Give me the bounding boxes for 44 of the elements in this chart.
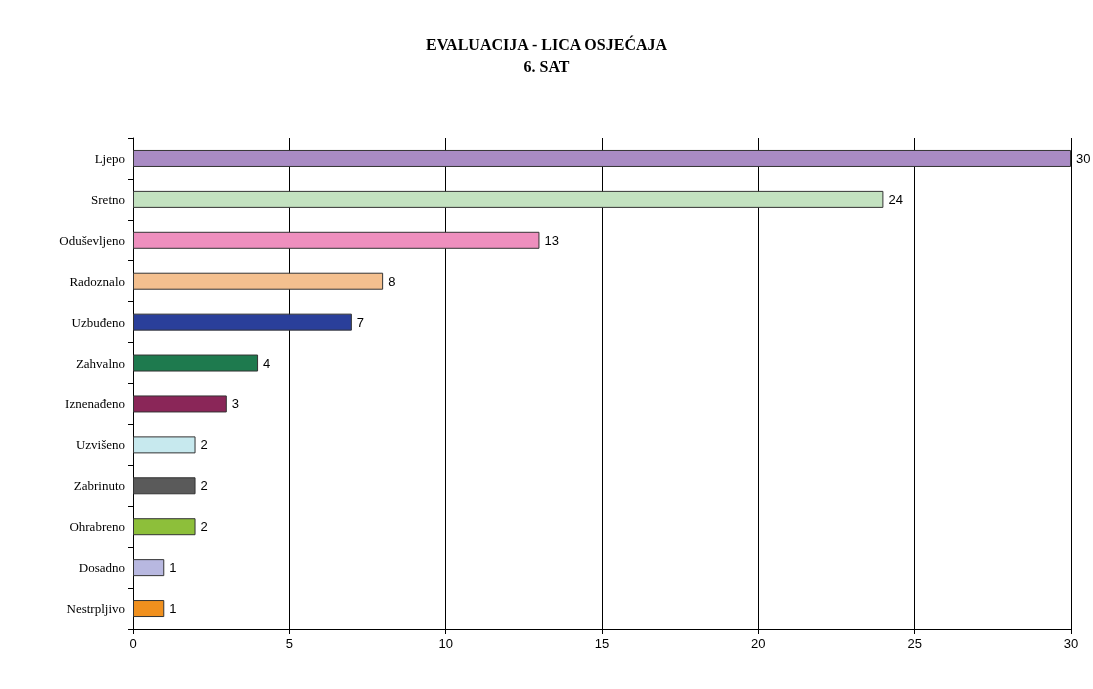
data-label: 3 [231,396,240,412]
y-tick-label: Dosadno [78,560,125,576]
y-tick-label: Zabrinuto [73,478,125,494]
y-tick-label: Uzvišeno [75,437,125,453]
y-tick-label: Sretno [91,191,125,207]
data-label: 24 [888,191,903,207]
x-tick-label: 25 [907,636,922,651]
y-tick-label: Oduševljeno [59,232,125,248]
y-tick-label: Radoznalo [69,273,125,289]
y-tick-label: Iznenađeno [65,396,125,412]
y-tick-label: Ljepo [94,150,125,166]
x-tick-label: 30 [1063,636,1079,651]
bar [133,313,352,331]
y-tick-label: Uzbuđeno [71,314,125,330]
data-label: 2 [200,519,208,535]
x-tick-label: 15 [594,636,610,651]
bar [133,395,227,413]
bar [133,231,540,249]
data-label: 4 [263,355,271,371]
y-tick-label: Zahvalno [75,355,125,371]
data-label: 30 [1076,150,1091,166]
bar [133,354,259,372]
chart-title: EVALUACIJA - LICA OSJEĆAJA 6. SAT [425,34,668,75]
x-tick-label: 20 [751,636,766,651]
x-tick-label: 0 [129,636,137,651]
bar [133,600,165,618]
bar [133,518,196,536]
x-tick-label: 5 [285,636,293,651]
x-tick-label: 10 [438,636,453,651]
data-label: 7 [356,314,365,330]
y-tick-label: Ohrabreno [69,519,125,535]
bar [133,477,196,495]
data-label: 1 [169,601,177,617]
data-label: 1 [169,560,177,576]
data-label: 8 [388,273,396,289]
bar [133,190,884,208]
data-label: 2 [200,437,208,453]
data-label: 13 [544,232,559,248]
bar [133,149,1071,167]
data-label: 2 [200,478,208,494]
bar [133,272,384,290]
bar [133,436,196,454]
y-tick-label: Nestrpljivo [66,601,125,617]
bar [133,559,165,577]
